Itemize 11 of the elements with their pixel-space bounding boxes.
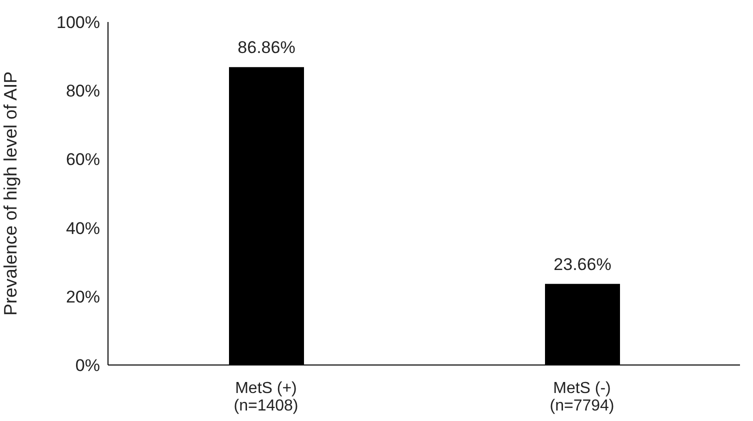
data-label: 86.86% bbox=[238, 38, 296, 58]
y-axis-title: Prevalence of high level of AIP bbox=[0, 71, 20, 316]
y-tick-label: 20% bbox=[66, 287, 100, 306]
data-label: 23.66% bbox=[554, 254, 612, 274]
y-tick-label: 80% bbox=[66, 82, 100, 101]
x-tick-label: MetS (-) (n=7794) bbox=[550, 380, 614, 415]
y-tick-label: 0% bbox=[75, 356, 100, 376]
y-tick-label: 60% bbox=[66, 150, 100, 170]
y-tick-label: 100% bbox=[56, 13, 100, 32]
x-tick-label: MetS (+) (n=1408) bbox=[234, 380, 298, 415]
y-tick-label: 40% bbox=[66, 218, 100, 238]
